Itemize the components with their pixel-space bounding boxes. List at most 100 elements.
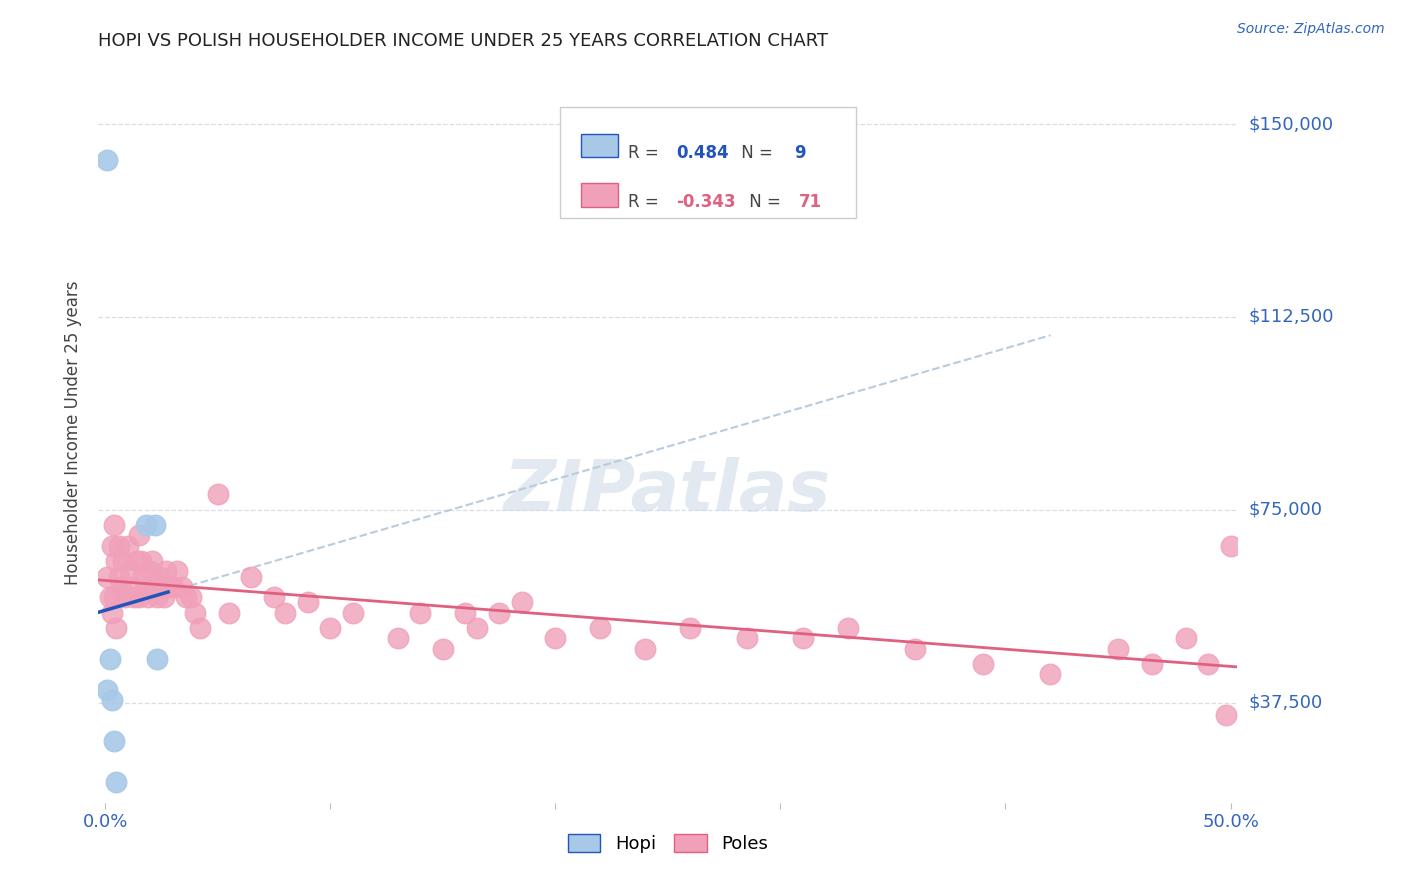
Point xyxy=(240,569,263,583)
Point xyxy=(150,580,173,594)
Point xyxy=(1219,539,1241,553)
FancyBboxPatch shape xyxy=(560,107,856,218)
Point xyxy=(735,632,758,646)
Point xyxy=(128,528,150,542)
Point xyxy=(110,580,132,594)
Text: 0.484: 0.484 xyxy=(676,144,728,161)
Point xyxy=(96,153,118,168)
Y-axis label: Householder Income Under 25 years: Householder Income Under 25 years xyxy=(65,280,83,585)
Point xyxy=(143,580,166,594)
Point xyxy=(125,554,148,568)
Point xyxy=(146,652,169,666)
Point xyxy=(342,606,364,620)
Point xyxy=(124,590,146,604)
Point xyxy=(136,590,159,604)
Text: HOPI VS POLISH HOUSEHOLDER INCOME UNDER 25 YEARS CORRELATION CHART: HOPI VS POLISH HOUSEHOLDER INCOME UNDER … xyxy=(98,32,828,50)
Point xyxy=(465,621,488,635)
Point xyxy=(180,590,202,604)
Point xyxy=(1215,708,1237,723)
Point xyxy=(170,580,193,594)
Point xyxy=(101,539,124,553)
Point xyxy=(118,565,141,579)
Legend: Hopi, Poles: Hopi, Poles xyxy=(561,827,775,861)
FancyBboxPatch shape xyxy=(581,134,617,157)
Text: ZIPatlas: ZIPatlas xyxy=(505,458,831,526)
Point xyxy=(105,621,128,635)
Point xyxy=(103,590,125,604)
Point xyxy=(263,590,285,604)
Text: R =: R = xyxy=(628,194,664,211)
Text: $150,000: $150,000 xyxy=(1249,115,1333,133)
Text: 71: 71 xyxy=(799,194,823,211)
Point xyxy=(837,621,859,635)
Point xyxy=(218,606,240,620)
Text: Source: ZipAtlas.com: Source: ZipAtlas.com xyxy=(1237,22,1385,37)
Point xyxy=(1039,667,1062,681)
Point xyxy=(319,621,342,635)
FancyBboxPatch shape xyxy=(581,183,617,207)
Point xyxy=(274,606,297,620)
Point xyxy=(1107,641,1129,656)
Point xyxy=(141,554,163,568)
Point xyxy=(972,657,994,671)
Text: $75,000: $75,000 xyxy=(1249,500,1323,519)
Text: N =: N = xyxy=(737,144,779,161)
Point xyxy=(432,641,454,656)
Point xyxy=(155,565,177,579)
Point xyxy=(128,590,150,604)
Point xyxy=(135,580,157,594)
Point xyxy=(112,554,135,568)
Point xyxy=(1197,657,1219,671)
Point xyxy=(105,554,128,568)
Text: N =: N = xyxy=(744,194,786,211)
Point xyxy=(117,539,139,553)
Point xyxy=(207,487,229,501)
Point xyxy=(114,590,136,604)
Point xyxy=(132,569,155,583)
Point xyxy=(1174,632,1197,646)
Point xyxy=(297,595,319,609)
Point xyxy=(101,693,124,707)
Point xyxy=(409,606,432,620)
Point xyxy=(98,590,121,604)
Point xyxy=(129,554,152,568)
Point xyxy=(152,590,174,604)
Point xyxy=(139,565,162,579)
Point xyxy=(544,632,567,646)
Point xyxy=(387,632,409,646)
Text: $112,500: $112,500 xyxy=(1249,308,1334,326)
Point xyxy=(174,590,197,604)
Point xyxy=(510,595,533,609)
Point xyxy=(184,606,207,620)
Point xyxy=(103,734,125,748)
Point xyxy=(105,775,128,789)
Point xyxy=(488,606,510,620)
Point xyxy=(148,569,170,583)
Point xyxy=(107,539,129,553)
Point xyxy=(121,580,143,594)
Point xyxy=(162,580,184,594)
Point xyxy=(634,641,657,656)
Point xyxy=(96,569,118,583)
Point xyxy=(166,565,188,579)
Point xyxy=(454,606,477,620)
Point xyxy=(792,632,814,646)
Point xyxy=(1140,657,1163,671)
Text: 9: 9 xyxy=(794,144,806,161)
Point xyxy=(904,641,927,656)
Point xyxy=(143,518,166,533)
Point xyxy=(107,569,129,583)
Text: $37,500: $37,500 xyxy=(1249,694,1323,712)
Text: R =: R = xyxy=(628,144,664,161)
Point xyxy=(135,518,157,533)
Text: -0.343: -0.343 xyxy=(676,194,735,211)
Point xyxy=(589,621,612,635)
Point xyxy=(679,621,702,635)
Point xyxy=(98,652,121,666)
Point xyxy=(96,682,118,697)
Point xyxy=(157,580,180,594)
Point xyxy=(146,590,169,604)
Point xyxy=(188,621,211,635)
Point xyxy=(101,606,124,620)
Point xyxy=(103,518,125,533)
